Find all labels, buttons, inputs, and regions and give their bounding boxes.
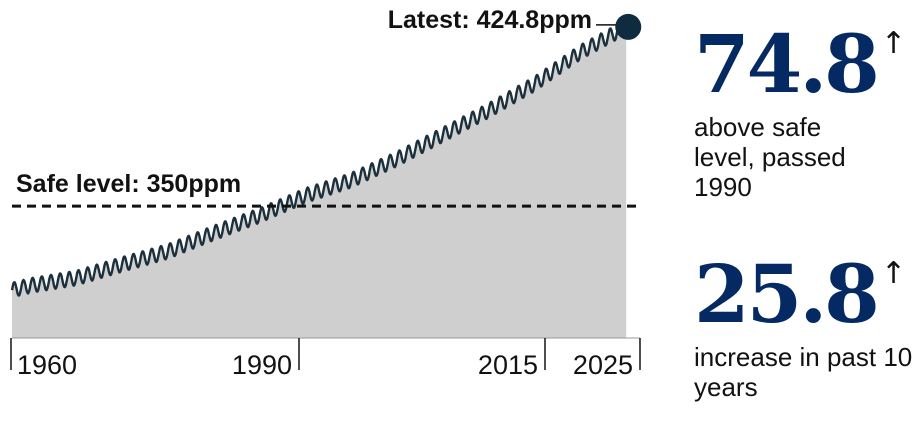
x-tick-label-1960: 1960 — [17, 350, 77, 380]
up-arrow-icon: ↑ — [880, 256, 906, 291]
stat-ten-year-increase: 25.8 ↑ increase in past 10 years — [694, 254, 914, 402]
x-tick-label-2015: 2015 — [478, 350, 538, 380]
x-tick-label-2025: 2025 — [573, 350, 633, 380]
co2-series-line — [10, 22, 628, 297]
stat-value: 25.8 — [694, 247, 880, 341]
stat-description: increase in past 10 years — [694, 342, 913, 402]
co2-area-chart: Safe level: 350ppm Latest: 424.8ppm 1960… — [10, 6, 642, 380]
safe-level-label: Safe level: 350ppm — [16, 170, 241, 198]
stat-description: above safe level, passed 1990 — [694, 112, 846, 202]
latest-dot — [615, 13, 642, 40]
up-arrow-icon: ↑ — [880, 26, 906, 61]
stat-above-safe: 74.8 ↑ above safe level, passed 1990 — [694, 24, 906, 202]
stat-value: 74.8 — [694, 17, 880, 111]
latest-label: Latest: 424.8ppm — [388, 6, 592, 34]
x-axis: 1960 1990 2015 2025 — [10, 337, 641, 380]
x-tick-label-1990: 1990 — [232, 350, 292, 380]
